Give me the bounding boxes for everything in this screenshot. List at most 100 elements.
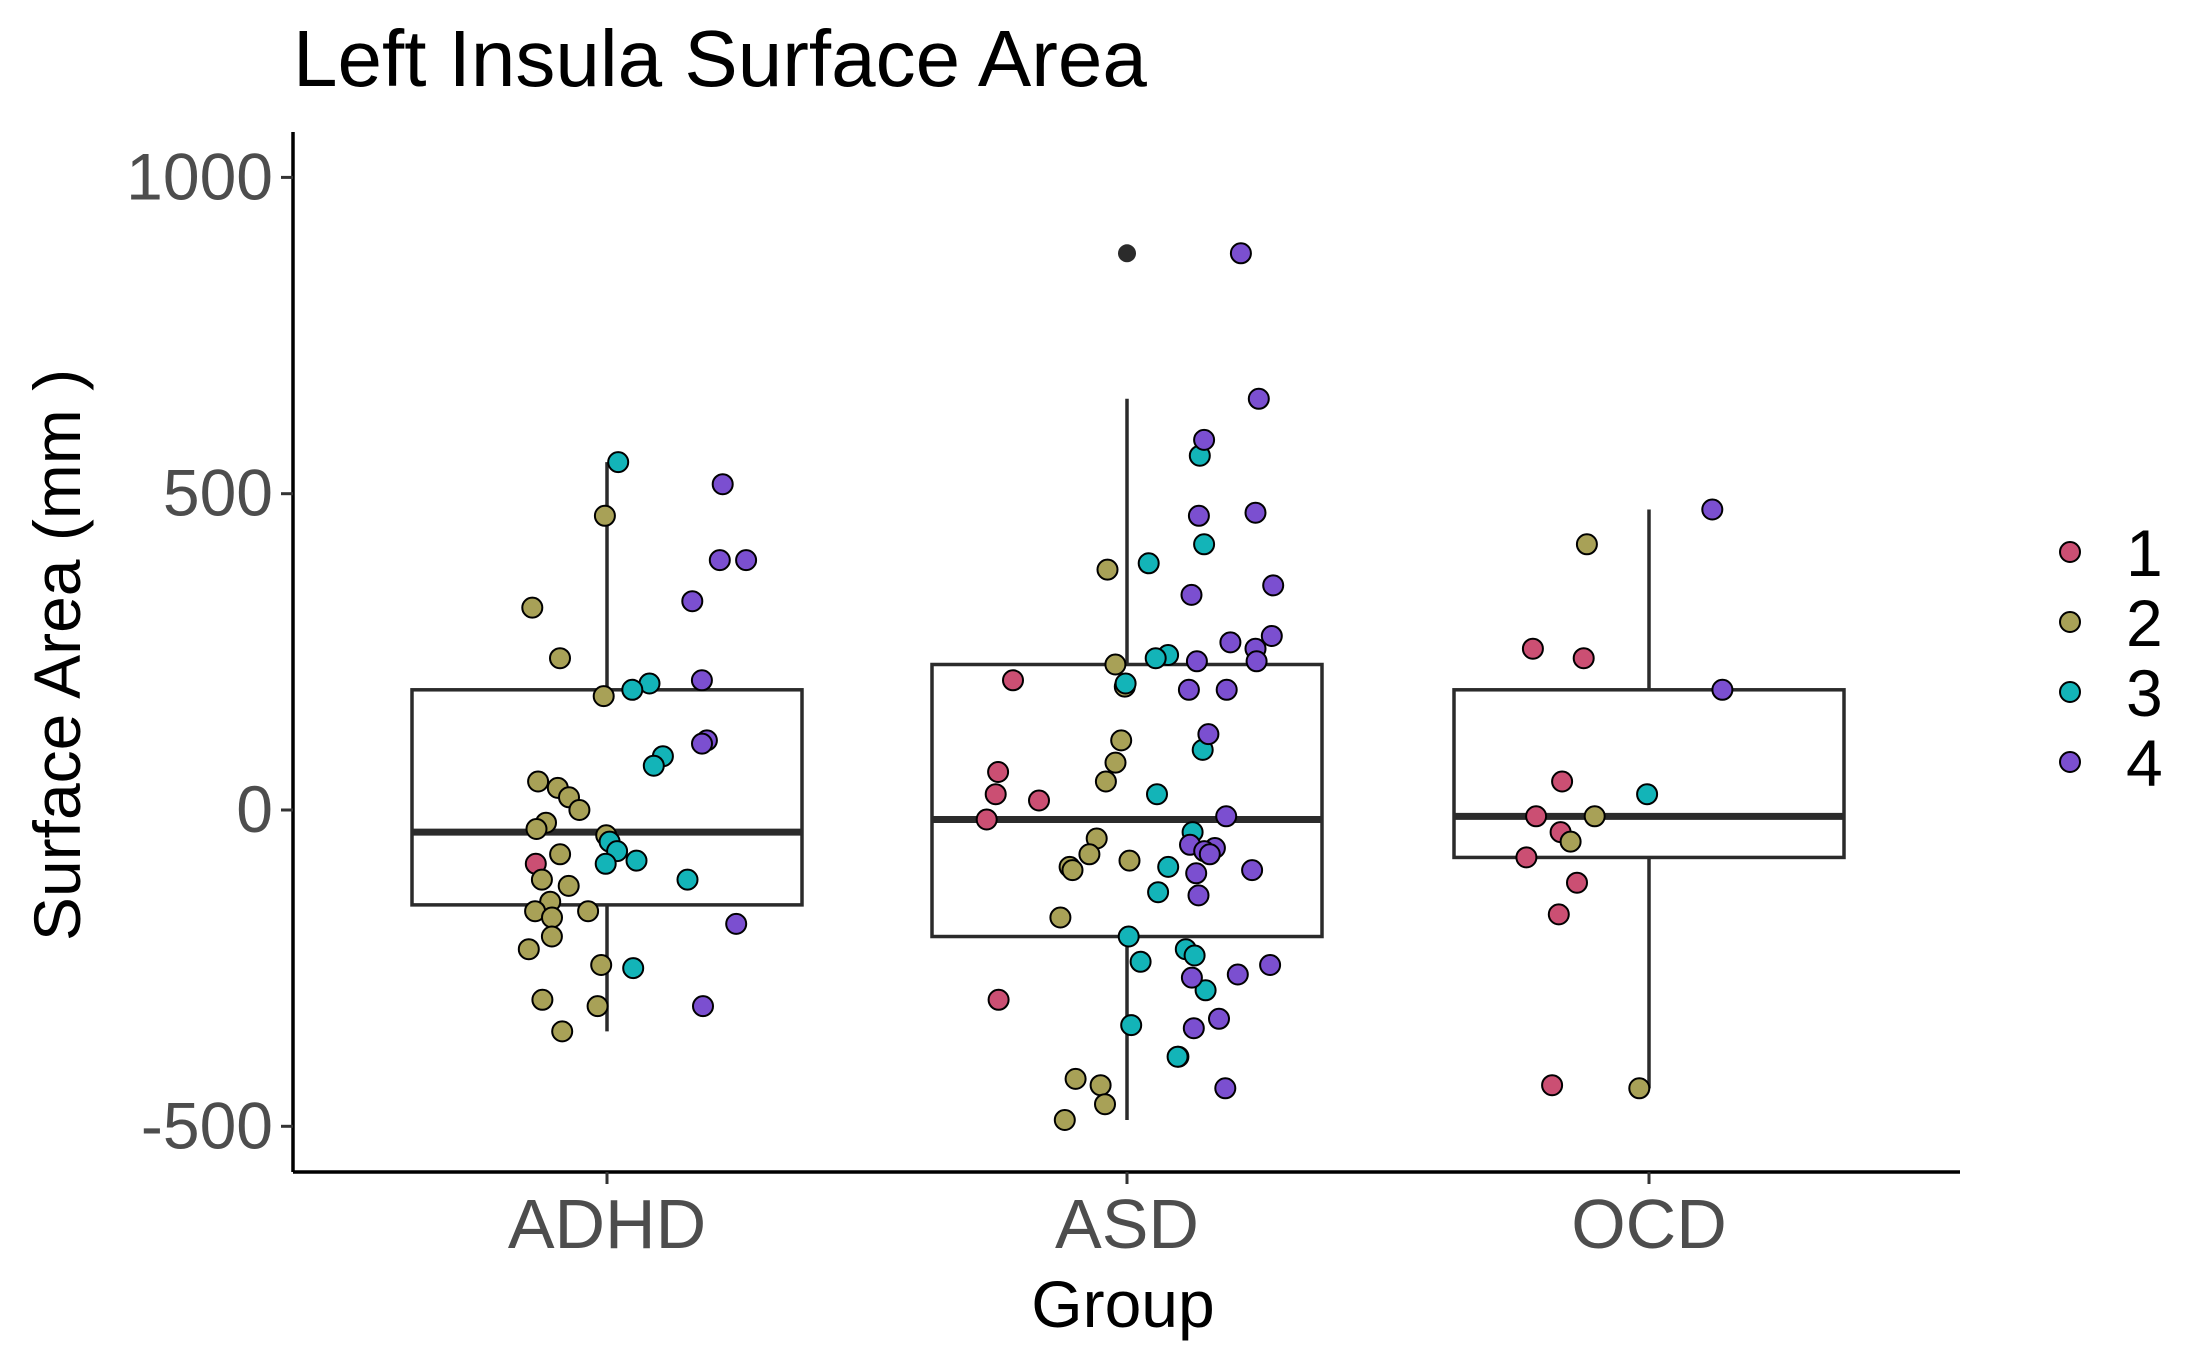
data-point-asd-4 <box>1241 859 1264 882</box>
y-tick-label: -500 <box>141 1088 273 1162</box>
data-point-ocd-3 <box>1636 783 1659 806</box>
data-point-ocd-4 <box>1701 498 1724 521</box>
data-point-adhd-2 <box>527 770 550 793</box>
data-point-adhd-2 <box>568 799 591 821</box>
data-point-asd-4 <box>1180 966 1203 989</box>
data-point-adhd-2 <box>540 925 563 948</box>
data-point-adhd-4 <box>690 669 713 692</box>
data-point-asd-3 <box>1146 783 1168 806</box>
outlier-point <box>1118 244 1136 263</box>
data-point-asd-2 <box>1104 653 1127 676</box>
data-point-adhd-2 <box>531 988 554 1011</box>
data-point-asd-1 <box>1028 789 1050 812</box>
y-tick-label: 1000 <box>126 139 273 213</box>
data-point-asd-4 <box>1180 583 1203 606</box>
box-iqr <box>1452 688 1846 860</box>
data-point-adhd-3 <box>607 451 630 474</box>
data-point-asd-4 <box>1244 501 1267 524</box>
data-point-adhd-4 <box>681 590 704 613</box>
box-ocd <box>1452 509 1846 1089</box>
data-point-adhd-2 <box>593 504 616 527</box>
data-point-asd-4 <box>1197 723 1220 746</box>
data-point-ocd-2 <box>1575 533 1598 556</box>
data-point-asd-4 <box>1260 625 1283 647</box>
data-point-ocd-1 <box>1525 805 1548 828</box>
data-point-adhd-4 <box>711 473 734 496</box>
legend-label-4: 4 <box>2126 726 2163 800</box>
data-point-adhd-4 <box>692 995 714 1018</box>
data-point-asd-2 <box>1053 1109 1076 1131</box>
legend-marker-3 <box>2059 681 2081 703</box>
axes: -500 0 500 1000 ADHD ASD OCD <box>126 132 1960 1263</box>
data-point-ocd-1 <box>1566 871 1588 894</box>
data-point-ocd-1 <box>1521 637 1544 660</box>
data-point-adhd-2 <box>549 843 572 866</box>
data-point-adhd-4 <box>725 912 748 935</box>
x-tick-label: ADHD <box>508 1185 706 1263</box>
data-point-asd-2 <box>1089 1074 1112 1097</box>
data-point-adhd-2 <box>549 647 571 670</box>
data-point-asd-4 <box>1214 1077 1237 1100</box>
data-point-adhd-3 <box>622 957 645 980</box>
data-point-asd-1 <box>987 988 1010 1011</box>
x-tick-label: ASD <box>1055 1185 1199 1263</box>
data-point-asd-3 <box>1194 979 1217 1002</box>
data-point-asd-1 <box>984 783 1007 806</box>
data-point-asd-4 <box>1182 1017 1205 1040</box>
data-point-adhd-2 <box>590 954 613 976</box>
data-point-adhd-3 <box>642 754 665 777</box>
data-point-ocd-1 <box>1572 647 1595 670</box>
data-point-asd-4 <box>1245 650 1268 673</box>
data-point-asd-2 <box>1078 843 1101 866</box>
data-point-asd-4 <box>1262 574 1285 597</box>
data-point-adhd-3 <box>594 852 617 875</box>
data-point-asd-4 <box>1259 954 1282 976</box>
data-point-asd-2 <box>1096 558 1119 581</box>
data-point-asd-3 <box>1114 672 1137 695</box>
legend-label-3: 3 <box>2126 656 2163 730</box>
data-point-asd-2 <box>1094 1093 1116 1116</box>
legend-marker-2 <box>2059 611 2081 633</box>
data-point-adhd-2 <box>517 938 540 961</box>
data-point-asd-2 <box>1061 859 1084 882</box>
data-point-asd-3 <box>1137 552 1160 575</box>
data-point-adhd-2 <box>551 1020 574 1043</box>
data-point-ocd-1 <box>1541 1074 1564 1097</box>
data-point-adhd-2 <box>577 900 600 923</box>
data-point-asd-3 <box>1144 647 1167 670</box>
data-point-adhd-2 <box>521 596 544 619</box>
data-point-asd-2 <box>1049 906 1072 929</box>
data-point-asd-3 <box>1129 950 1152 973</box>
plot-area <box>410 242 1846 1131</box>
y-tick-label: 500 <box>163 456 273 530</box>
data-point-asd-1 <box>987 761 1010 783</box>
box-adhd <box>410 462 804 1032</box>
data-point-asd-4 <box>1215 805 1238 828</box>
data-point-ocd-2 <box>1628 1077 1651 1100</box>
data-point-asd-3 <box>1166 1045 1189 1068</box>
data-point-asd-3 <box>1117 925 1140 948</box>
data-point-asd-3 <box>1157 855 1180 878</box>
data-point-asd-1 <box>975 808 998 831</box>
data-point-asd-4 <box>1185 650 1208 673</box>
data-point-ocd-1 <box>1547 903 1570 926</box>
data-point-ocd-1 <box>1515 846 1538 869</box>
data-point-asd-3 <box>1183 944 1206 967</box>
data-point-asd-4 <box>1187 884 1210 907</box>
x-tick-label: OCD <box>1571 1185 1727 1263</box>
data-point-adhd-2 <box>592 685 615 708</box>
data-point-ocd-2 <box>1559 830 1582 853</box>
data-point-asd-4 <box>1185 862 1208 885</box>
data-point-asd-4 <box>1208 1007 1230 1030</box>
legend-marker-1 <box>2059 541 2081 563</box>
legend-marker-4 <box>2059 751 2081 773</box>
chart-title: Left Insula Surface Area <box>293 14 1147 103</box>
data-point-asd-2 <box>1110 729 1133 752</box>
data-point-asd-3 <box>1120 1014 1143 1037</box>
x-axis-title: Group <box>1031 1267 1214 1341</box>
data-point-asd-4 <box>1193 428 1216 451</box>
data-point-ocd-4 <box>1711 678 1734 701</box>
data-point-asd-4 <box>1247 387 1270 410</box>
data-point-adhd-3 <box>676 868 699 891</box>
